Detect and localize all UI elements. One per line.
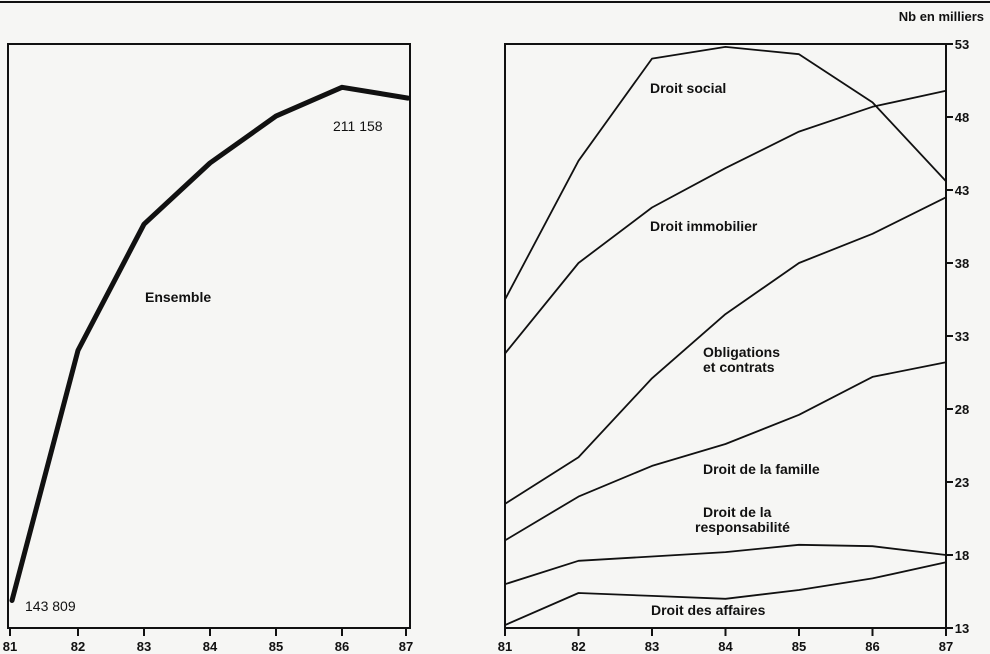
right-x-tick-label: 85	[792, 639, 806, 654]
series-line-droit-des-affaires	[504, 561, 947, 626]
series-label-responsabilite-line2: responsabilité	[695, 519, 790, 535]
start-value-label: 143 809	[25, 598, 76, 614]
series-label-droit-affaires: Droit des affaires	[651, 602, 766, 618]
left-panel: 81 82 83 84 85 86 87 Ensemble 143 809 211 158	[3, 43, 413, 654]
right-y-tick-label: 23	[955, 475, 969, 490]
series-line-droit-de-la-famille	[504, 361, 947, 542]
left-x-tick-label: 82	[71, 639, 85, 654]
left-x-tick-label: 85	[269, 639, 283, 654]
left-x-tick-label: 84	[203, 639, 218, 654]
series-label-droit-social: Droit social	[650, 80, 726, 96]
right-x-tick-label: 82	[571, 639, 585, 654]
series-line-obligations-et-contrats	[504, 196, 947, 505]
right-x-tick-label: 83	[645, 639, 659, 654]
left-x-tick-label: 81	[3, 639, 17, 654]
series-line-droit-immobilier	[504, 89, 947, 355]
left-frame	[7, 43, 411, 629]
right-y-tick-label: 53	[955, 37, 969, 52]
series-line-droit-de-la-responsabilite	[504, 543, 947, 586]
ensemble-label: Ensemble	[145, 289, 211, 305]
right-y-tick-label: 33	[955, 329, 969, 344]
right-x-tick-label: 86	[865, 639, 879, 654]
right-y-axis: 53 48 43 38 33 28 23 18 13	[946, 37, 969, 636]
right-panel: Nb en milliers 53 48 43 38 33 28 23 18 13 81 82 83…	[498, 9, 984, 654]
right-y-tick-label: 38	[955, 256, 969, 271]
peak-value-label: 211 158	[333, 118, 383, 134]
right-y-tick-label: 28	[955, 402, 969, 417]
unit-label: Nb en milliers	[899, 9, 984, 24]
right-y-tick-label: 48	[955, 110, 969, 125]
series-line-droit-social	[504, 46, 947, 300]
series-label-droit-immobilier: Droit immobilier	[650, 218, 758, 234]
right-x-tick-label: 87	[939, 639, 953, 654]
series-label-droit-famille: Droit de la famille	[703, 461, 820, 477]
left-x-tick-label: 86	[335, 639, 349, 654]
series-label-obligations-line2: et contrats	[703, 359, 775, 375]
right-series-group	[504, 46, 947, 626]
left-series-group	[9, 84, 411, 603]
right-y-tick-label: 13	[955, 621, 969, 636]
right-y-tick-label: 43	[955, 183, 969, 198]
right-x-tick-label: 84	[718, 639, 733, 654]
series-label-obligations-line1: Obligations	[703, 344, 780, 360]
right-frame	[504, 43, 947, 629]
left-x-tick-label: 87	[399, 639, 413, 654]
left-x-tick-label: 83	[137, 639, 151, 654]
series-label-responsabilite-line1: Droit de la	[703, 504, 772, 520]
right-x-axis: 81 82 83 84 85 86 87	[498, 628, 953, 654]
series-line-ensemble	[9, 84, 411, 603]
left-x-axis: 81 82 83 84 85 86 87	[3, 628, 413, 654]
right-y-tick-label: 18	[955, 548, 969, 563]
right-x-tick-label: 81	[498, 639, 512, 654]
